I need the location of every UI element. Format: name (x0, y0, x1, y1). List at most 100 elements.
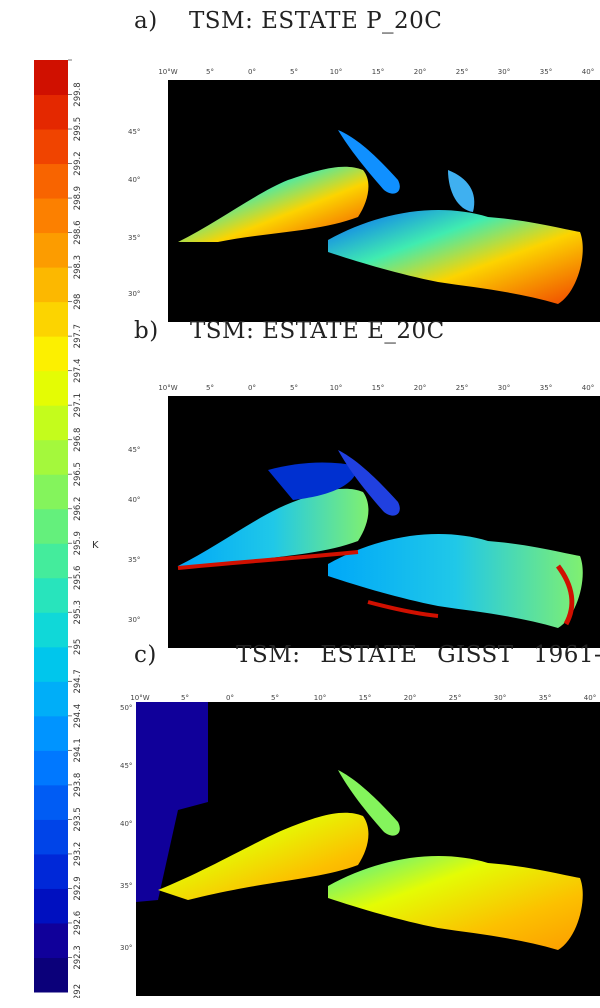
lat-tick-label: 40° (120, 820, 132, 828)
lon-tick-label: 40° (582, 68, 594, 76)
colorbar-tick-label: 294.7 (73, 669, 83, 693)
sea-east-a (328, 210, 583, 304)
lat-tick-label: 35° (128, 234, 140, 242)
colorbar-tick-label: 298.6 (73, 220, 83, 244)
sea-north-b (268, 462, 358, 500)
colorbar-block (34, 60, 68, 96)
colorbar-tick-label: 292.6 (73, 911, 83, 935)
lon-tick-label: 30° (494, 694, 506, 702)
lon-tick-label: 5° (206, 68, 214, 76)
atlantic-c (136, 702, 208, 902)
colorbar-unit: K (92, 540, 99, 551)
sea-adriatic-c (338, 770, 400, 836)
colorbar-tick-label: 299.2 (73, 151, 83, 175)
colorbar-block (34, 577, 68, 613)
colorbar-tick-label: 295 (73, 639, 83, 655)
lon-tick-label: 30° (498, 68, 510, 76)
panel-b-label: b) (134, 318, 159, 344)
colorbar-tick-label: 294.1 (73, 738, 83, 762)
colorbar-tick-label: 294.4 (73, 704, 83, 728)
lon-tick-label: 25° (456, 384, 468, 392)
colorbar-block (34, 715, 68, 751)
lon-tick-label: 5° (181, 694, 189, 702)
colorbar-tick-label: 292.3 (73, 945, 83, 969)
colorbar-tick-label: 297.4 (73, 358, 83, 382)
colorbar-tick-label: 293.5 (73, 807, 83, 831)
lat-tick-label: 45° (128, 128, 140, 136)
map-b-svg: 10°W 5° 0° 5° 10° 15° 20° 25° 30° 35° 40° 45° 40° 35… (128, 384, 600, 648)
map-panel-b: 10°W 5° 0° 5° 10° 15° 20° 25° 30° 35° 40° 45° 40° 35… (118, 366, 600, 648)
lon-tick-label: 10°W (158, 68, 177, 76)
colorbar-tick-label: 296.8 (73, 428, 83, 452)
colorbar-block (34, 163, 68, 199)
colorbar-block (34, 370, 68, 406)
colorbar-block (34, 267, 68, 303)
colorbar-block (34, 646, 68, 682)
colorbar-block (34, 232, 68, 268)
lat-tick-label: 50° (120, 704, 132, 712)
colorbar-block (34, 853, 68, 889)
lon-tick-label: 10° (314, 694, 326, 702)
lon-tick-label: 5° (206, 384, 214, 392)
lon-tick-label: 15° (372, 384, 384, 392)
lon-tick-label: 5° (290, 68, 298, 76)
colorbar-block (34, 750, 68, 786)
colorbar-tick-label: 296.5 (73, 462, 83, 486)
colorbar-tick-label: 292.9 (73, 876, 83, 900)
panel-b-text: TSM: ESTATE E_20C (189, 318, 445, 344)
coast-hot-b2 (367, 600, 439, 618)
lon-tick-label: 5° (290, 384, 298, 392)
lon-tick-label: 15° (359, 694, 371, 702)
sea-adriatic-a (338, 130, 400, 194)
lon-tick-label: 10°W (130, 694, 149, 702)
sea-adriatic-b (338, 450, 400, 516)
colorbar: 292 292.3 292.6 292.9 293.2 293.5 293.8 294.1 29… (34, 59, 99, 998)
panel-c-text: TSM: ESTATE GISST 1961- (236, 642, 600, 668)
colorbar-blocks (34, 59, 72, 993)
colorbar-block (34, 681, 68, 717)
panel-a-title: a) TSM: ESTATE P_20C (134, 8, 442, 34)
colorbar-tick-label: 292 (73, 984, 83, 998)
colorbar-tick-label: 295.9 (73, 531, 83, 555)
sea-east-b (328, 534, 583, 628)
lon-tick-label: 40° (584, 694, 596, 702)
lat-tick-label: 40° (128, 176, 140, 184)
colorbar-block (34, 474, 68, 510)
sea-aegean-a (448, 170, 475, 212)
colorbar-tick-label: 295.3 (73, 600, 83, 624)
colorbar-block (34, 888, 68, 924)
colorbar-block (34, 405, 68, 441)
lat-tick-label: 45° (120, 762, 132, 770)
sea-east-c (328, 856, 583, 950)
lat-tick-label: 30° (128, 616, 140, 624)
coast-hot-b3 (555, 564, 575, 626)
lat-tick-label: 30° (120, 944, 132, 952)
colorbar-block (34, 922, 68, 958)
map-panel-c: 10°W 5° 0° 5° 10° 15° 20° 25° 30° 35° 40° 50° 45° 40… (118, 690, 600, 1006)
lon-tick-label: 10° (330, 384, 342, 392)
sea-west-a (178, 166, 369, 242)
panel-c-title: c) TSM: ESTATE GISST 1961- (134, 642, 600, 668)
map-panel-a: 10°W 5° 0° 5° 10° 15° 20° 25° 30° 35° 40° 45° 40° 35… (118, 52, 600, 322)
lat-tick-label: 40° (128, 496, 140, 504)
colorbar-block (34, 198, 68, 234)
lon-tick-label: 20° (414, 384, 426, 392)
panel-a-label: a) (134, 8, 158, 34)
panel-c-label: c) (134, 642, 157, 668)
colorbar-tick-label: 297.1 (73, 393, 83, 417)
colorbar-tick-label: 293.2 (73, 842, 83, 866)
colorbar-labels: 292 292.3 292.6 292.9 293.2 293.5 293.8 294.1 29… (73, 82, 83, 998)
colorbar-tick-label: 297.7 (73, 324, 83, 348)
lon-tick-label: 15° (372, 68, 384, 76)
colorbar-block (34, 784, 68, 820)
colorbar-tick-label: 298.3 (73, 255, 83, 279)
colorbar-block (34, 508, 68, 544)
coast-hot-b (177, 550, 359, 570)
lon-tick-label: 35° (540, 384, 552, 392)
colorbar-block (34, 439, 68, 475)
colorbar-tick-label: 293.8 (73, 773, 83, 797)
lon-tick-label: 40° (582, 384, 594, 392)
map-a-svg: 10°W 5° 0° 5° 10° 15° 20° 25° 30° 35° 40° 45° 40° 35… (128, 68, 600, 322)
map-c-svg: 10°W 5° 0° 5° 10° 15° 20° 25° 30° 35° 40° 50° 45° 40… (120, 694, 600, 996)
sea-west-b (178, 488, 369, 566)
